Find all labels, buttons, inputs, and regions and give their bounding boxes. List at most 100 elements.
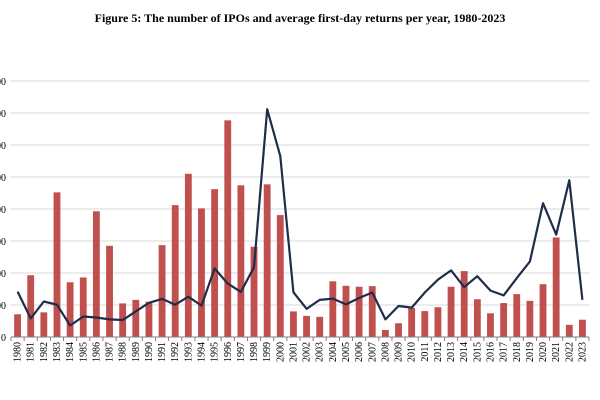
x-tick-label: 2001 (288, 342, 299, 362)
y-axis-ticks: 0 100 200 300 400 500 600 700 800 (0, 77, 6, 344)
return-line (16, 108, 584, 327)
x-tick-label: 2005 (341, 342, 352, 362)
x-tick-label: 2011 (420, 342, 431, 362)
bar-2011 (421, 311, 429, 337)
x-tick-label: 2021 (551, 342, 562, 362)
bar-2005 (342, 285, 350, 337)
bar-1999 (263, 184, 271, 337)
bar-2022 (565, 324, 573, 337)
x-tick-label: 2017 (499, 342, 510, 362)
y-tick-label: 800 (0, 77, 6, 88)
x-tick-label: 1985 (78, 342, 89, 362)
x-tick-label: 2023 (577, 342, 588, 362)
y-tick-label: 300 (0, 237, 6, 248)
x-tick-label: 1988 (118, 342, 129, 362)
bar-2018 (513, 294, 521, 337)
x-tick-label: 2012 (433, 342, 444, 362)
y-tick-label: 500 (0, 173, 6, 184)
bar-1995 (211, 189, 219, 337)
bar-2023 (579, 319, 586, 337)
bar-1992 (171, 205, 179, 337)
x-tick-label: 2014 (459, 342, 470, 362)
x-tick-label: 2007 (367, 342, 378, 362)
x-tick-label: 1990 (144, 342, 155, 362)
bar-1983 (53, 192, 61, 337)
bar-2019 (526, 300, 534, 337)
bar-1993 (184, 173, 192, 337)
x-tick-label: 2003 (315, 342, 326, 362)
gridlines (11, 80, 589, 306)
y-tick-label: 700 (0, 109, 6, 120)
bar-2013 (447, 286, 455, 337)
y-tick-label: 100 (0, 301, 6, 312)
bar-1994 (198, 208, 205, 337)
x-tick-label: 2018 (512, 342, 523, 362)
bar-1985 (79, 277, 87, 337)
bar-2002 (303, 315, 310, 337)
x-tick-label: 2013 (446, 342, 457, 362)
x-tick-label: 1993 (183, 342, 194, 362)
x-tick-label: 1983 (52, 342, 63, 362)
x-tick-label: 2006 (354, 342, 365, 362)
bar-2000 (276, 215, 284, 337)
x-tick-label: 2020 (538, 342, 549, 362)
x-tick-label: 1982 (39, 342, 50, 362)
bar-1987 (106, 245, 113, 337)
x-tick-label: 1996 (223, 342, 234, 362)
bar-2008 (381, 329, 389, 337)
chart-title: Figure 5: The number of IPOs and average… (94, 11, 506, 25)
x-tick-label: 2022 (564, 342, 575, 362)
bar-2016 (487, 313, 494, 337)
x-tick-label: 1992 (170, 342, 181, 362)
x-tick-label: 1981 (26, 342, 37, 362)
bar-2003 (316, 316, 324, 337)
bar-1981 (27, 275, 35, 337)
x-tick-label: 2008 (380, 342, 391, 362)
x-tick-label: 1980 (13, 342, 24, 362)
bar-1997 (237, 185, 245, 337)
bar-1991 (158, 245, 166, 337)
bar-2009 (395, 323, 402, 337)
bar-2012 (434, 307, 442, 337)
bar-2021 (552, 237, 560, 337)
x-tick-label: 2015 (472, 342, 483, 362)
x-tick-label: 1987 (105, 342, 116, 362)
bar-2020 (539, 284, 547, 337)
x-tick-label: 2019 (525, 342, 536, 362)
y-tick-label: 200 (0, 269, 6, 280)
bar-2014 (460, 271, 468, 337)
x-tick-label: 1995 (210, 342, 221, 362)
bar-2006 (355, 286, 363, 337)
y-tick-label: 400 (0, 205, 6, 216)
x-tick-label: 2004 (328, 342, 339, 362)
bar-2001 (290, 311, 297, 337)
x-tick-label: 1989 (131, 342, 142, 362)
bar-2017 (500, 303, 508, 337)
bar-2007 (368, 286, 376, 337)
x-tick-label: 1998 (249, 342, 260, 362)
bar-1986 (92, 211, 100, 337)
x-tick-label: 2016 (485, 342, 496, 362)
x-tick-label: 1986 (91, 342, 102, 362)
y-tick-label: 600 (0, 141, 6, 152)
bar-1984 (66, 282, 74, 337)
x-axis-ticks: 1980 1981 1982 1983 1984 1985 1986 1987 1988 1989… (13, 342, 589, 362)
bar-1996 (224, 120, 232, 337)
bar-1998 (250, 246, 258, 337)
bar-1980 (14, 314, 21, 337)
x-tick-label: 2009 (394, 342, 405, 362)
x-tick-label: 2002 (302, 342, 313, 362)
x-tick-label: 1999 (262, 342, 273, 362)
bar-1989 (132, 299, 140, 337)
x-tick-label: 1994 (196, 342, 207, 362)
x-tick-label: 1991 (157, 342, 168, 362)
bar-2004 (329, 281, 337, 337)
x-axis (10, 336, 590, 341)
bar-2015 (473, 299, 481, 337)
first-day-return-line (16, 108, 584, 327)
x-tick-label: 2000 (275, 342, 286, 362)
x-tick-label: 1997 (236, 342, 247, 362)
x-tick-label: 2010 (407, 342, 418, 362)
bar-2010 (408, 307, 416, 337)
